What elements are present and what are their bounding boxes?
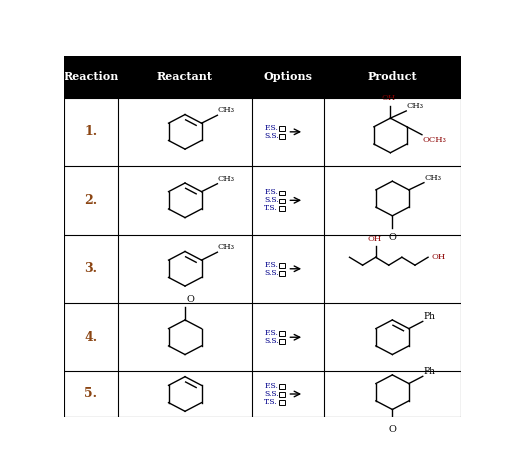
Text: CH₃: CH₃: [424, 174, 441, 182]
Bar: [280, 384, 285, 389]
Text: OH: OH: [368, 235, 382, 243]
Text: Reaction: Reaction: [63, 72, 118, 82]
Text: 2.: 2.: [84, 194, 97, 207]
Text: CH₃: CH₃: [218, 106, 235, 114]
Bar: [280, 400, 285, 405]
Text: Reactant: Reactant: [157, 72, 213, 82]
Text: F.S.: F.S.: [264, 189, 278, 197]
Text: F.S.: F.S.: [264, 261, 278, 269]
Bar: [280, 392, 285, 397]
Bar: [280, 126, 285, 131]
Text: Product: Product: [368, 72, 417, 82]
Bar: [64, 56, 461, 98]
Text: OH: OH: [431, 253, 445, 261]
Text: CH₃: CH₃: [218, 243, 235, 251]
Text: O: O: [389, 425, 396, 434]
Text: OH: OH: [381, 94, 395, 102]
Text: F.S.: F.S.: [264, 329, 278, 337]
Bar: [280, 339, 285, 344]
Text: OCH₃: OCH₃: [422, 136, 446, 144]
Bar: [280, 331, 285, 336]
Bar: [280, 271, 285, 276]
Bar: [280, 198, 285, 203]
Text: 4.: 4.: [84, 331, 97, 344]
Text: 5.: 5.: [84, 388, 97, 401]
Text: CH₃: CH₃: [218, 175, 235, 183]
Text: O: O: [186, 295, 194, 304]
Text: T.S.: T.S.: [264, 204, 278, 212]
Bar: [280, 206, 285, 211]
Text: 1.: 1.: [84, 125, 97, 139]
Text: S.S.: S.S.: [264, 269, 279, 277]
Text: F.S.: F.S.: [264, 382, 278, 390]
Text: 3.: 3.: [84, 262, 97, 275]
Bar: [280, 134, 285, 139]
Text: O: O: [389, 233, 396, 242]
Text: S.S.: S.S.: [264, 196, 279, 205]
Text: S.S.: S.S.: [264, 337, 279, 345]
Text: S.S.: S.S.: [264, 390, 279, 398]
Text: CH₃: CH₃: [407, 102, 423, 110]
Text: F.S.: F.S.: [264, 124, 278, 132]
Text: Options: Options: [264, 72, 313, 82]
Bar: [280, 190, 285, 195]
Bar: [280, 263, 285, 268]
Text: S.S.: S.S.: [264, 132, 279, 140]
Text: Ph: Ph: [423, 366, 435, 376]
Text: Ph: Ph: [423, 312, 435, 321]
Text: T.S.: T.S.: [264, 398, 278, 406]
